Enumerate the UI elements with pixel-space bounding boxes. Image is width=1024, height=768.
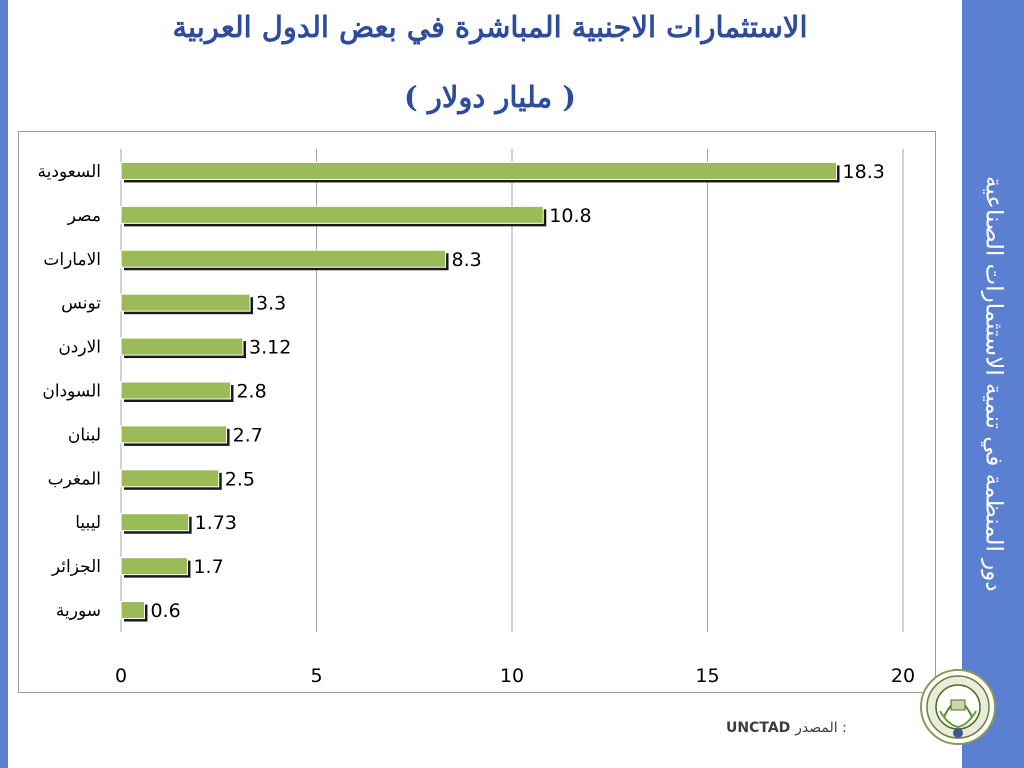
- source-label: المصدر :: [795, 720, 847, 736]
- category-label: السودان: [42, 382, 101, 402]
- bar: [120, 601, 145, 620]
- category-label: تونس: [61, 294, 101, 314]
- x-tick-label: 10: [500, 665, 524, 687]
- bar-chart: 0 5 10 15 20 18.3 السعودية 10.8 مصر 8.3 الامارات 3.…: [38, 149, 915, 687]
- bar: [120, 337, 244, 356]
- left-accent-stripe: [0, 0, 8, 768]
- data-label: 2.8: [236, 381, 266, 403]
- sidebar-banner: دور المنظمة في تنمية الاستثمارات الصناعي…: [962, 0, 1024, 768]
- category-label: لبنان: [68, 425, 101, 445]
- chart-area: 0 5 10 15 20 18.3 السعودية 10.8 مصر 8.3 الامارات 3.…: [18, 131, 936, 693]
- data-label: 1.7: [193, 556, 223, 578]
- data-label: 1.73: [195, 512, 237, 534]
- source-footer: UNCTAD المصدر :: [726, 720, 853, 736]
- sidebar-text: دور المنظمة في تنمية الاستثمارات الصناعي…: [980, 176, 1007, 592]
- bar: [120, 513, 190, 532]
- category-label: سورية: [56, 601, 101, 621]
- data-label: 18.3: [843, 161, 885, 183]
- source-value: UNCTAD: [726, 720, 791, 736]
- data-label: 3.3: [256, 293, 286, 315]
- data-label: 3.12: [249, 337, 291, 359]
- bar: [120, 161, 838, 180]
- bar: [120, 425, 228, 444]
- data-label: 2.5: [225, 468, 255, 490]
- category-label: مصر: [67, 206, 101, 226]
- data-label: 10.8: [549, 205, 591, 227]
- bar: [120, 293, 251, 312]
- category-label: الاردن: [58, 338, 101, 358]
- x-tick-label: 5: [310, 665, 322, 687]
- data-label: 2.7: [233, 424, 263, 446]
- sidebar-text-wrap: دور المنظمة في تنمية الاستثمارات الصناعي…: [962, 0, 1024, 768]
- page-title: الاستثمارات الاجنبية المباشرة في بعض الد…: [172, 10, 808, 44]
- category-label: الجزائر: [51, 557, 101, 577]
- aidmo-emblem-icon: [920, 669, 996, 745]
- x-tick-label: 0: [115, 665, 127, 687]
- category-label: المغرب: [48, 469, 101, 489]
- category-label: الامارات: [43, 250, 101, 270]
- bar: [120, 249, 447, 268]
- category-label: ليبيا: [75, 513, 101, 533]
- bar: [120, 381, 231, 400]
- bar: [120, 205, 544, 224]
- bar: [120, 469, 220, 488]
- bar: [120, 557, 188, 576]
- data-label: 0.6: [150, 600, 180, 622]
- x-tick-label: 20: [891, 665, 915, 687]
- page-subtitle: ( مليار دولار ): [404, 80, 576, 114]
- x-tick-label: 15: [695, 665, 719, 687]
- category-label: السعودية: [38, 162, 101, 182]
- data-label: 8.3: [452, 249, 482, 271]
